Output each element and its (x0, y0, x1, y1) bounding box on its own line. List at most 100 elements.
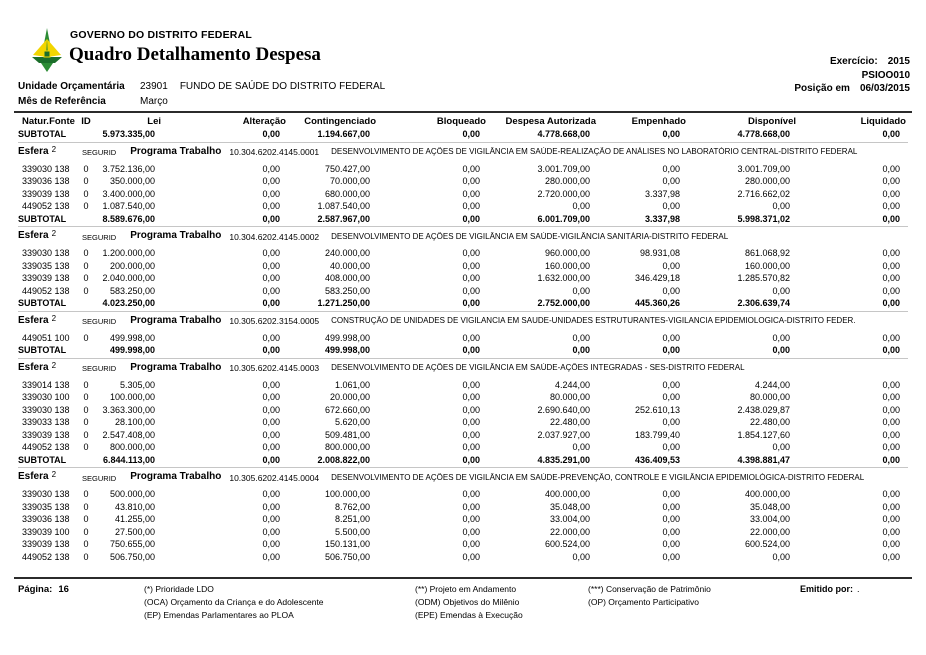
esfera-value: 2 (51, 229, 57, 238)
cell-alteracao: 0,00 (262, 379, 280, 390)
cell-despesa-autorizada: 4.778.668,00 (537, 129, 590, 139)
cell-contingenciado: 583.250,00 (324, 285, 370, 296)
cell-liquidado: 0,00 (882, 213, 900, 224)
cell-lei: 506.750,00 (109, 551, 155, 562)
cell-despesa-autorizada: 6.001.709,00 (537, 213, 590, 224)
cell-despesa-autorizada: 3.001.709,00 (537, 163, 590, 174)
cell-id: 0 (83, 442, 89, 452)
esfera-value: 2 (51, 470, 57, 479)
report-info: Unidade Orçamentária 23901 FUNDO DE SAÚDE … (18, 79, 385, 109)
subtotal-label: SUBTOTAL (18, 129, 67, 139)
cell-liquidado: 0,00 (882, 442, 900, 452)
programa-trabalho-descricao: DESENVOLVIMENTO DE AÇÕES DE VIGILÂNCIA E… (331, 472, 865, 482)
cell-liquidado: 0,00 (882, 285, 900, 296)
cell-empenhado: 0,00 (662, 129, 680, 139)
cell-despesa-autorizada: 280.000,00 (544, 176, 590, 186)
cell-empenhado: 0,00 (662, 526, 680, 537)
cell-despesa-autorizada: 0,00 (572, 442, 590, 452)
esfera-label: Esfera (18, 230, 49, 241)
cell-bloqueado: 0,00 (462, 429, 480, 440)
cell-lei: 800.000,00 (109, 442, 155, 452)
cell-natureza: 339036 (22, 514, 53, 524)
cell-lei: 27.500,00 (114, 526, 155, 537)
posicao-value: 06/03/2015 (859, 83, 910, 94)
cell-natureza: 449052 (22, 201, 53, 211)
cell-natureza: 339039 (22, 526, 53, 537)
cell-disponivel: 2.716.662,02 (737, 188, 790, 199)
programa-trabalho-code: 10.305.6202.4145.0003 (229, 363, 320, 373)
cell-despesa-autorizada: 960.000,00 (544, 248, 590, 258)
cell-lei: 583.250,00 (109, 285, 155, 296)
cell-disponivel: 4.398.881,47 (737, 454, 790, 465)
col-header-bloqueado: Bloqueado (436, 116, 486, 127)
legend-item: (EP) Emendas Parlamentares ao PLOA (144, 610, 294, 620)
table-row: 449052 138 0 506.750,00 0,00 506.750,00 0,00 0,… (18, 551, 908, 564)
footer-divider (14, 577, 912, 579)
table-row: 449052 138 0 800.000,00 0,00 800.000,00 0,00 0,… (18, 441, 908, 454)
cell-bloqueado: 0,00 (462, 526, 480, 537)
cell-alteracao: 0,00 (262, 260, 280, 271)
esfera-label: Esfera (18, 471, 49, 482)
cell-id: 0 (83, 417, 89, 427)
cell-bloqueado: 0,00 (462, 260, 480, 271)
report-title: Quadro Detalhamento Despesa (69, 44, 321, 65)
cell-bloqueado: 0,00 (462, 417, 480, 427)
cell-contingenciado: 499.998,00 (324, 332, 370, 343)
cell-natureza: 339030 (22, 489, 53, 499)
cell-disponivel: 1.854.127,60 (737, 429, 790, 440)
cell-despesa-autorizada: 33.004,00 (549, 514, 590, 524)
cell-alteracao: 0,00 (262, 345, 280, 355)
cell-empenhado: 346.429,18 (634, 273, 680, 283)
legend-column-2: (**) Projeto em Andamento (ODM) Objetivos… (415, 583, 523, 622)
cell-alteracao: 0,00 (262, 417, 280, 427)
cell-empenhado: 0,00 (662, 501, 680, 512)
table-row: 339030 138 0 1.200.000,00 0,00 240.000,00 0,00… (18, 247, 908, 260)
seguridade-label: SEGURID (82, 473, 117, 483)
cell-alteracao: 0,00 (262, 188, 280, 199)
programa-trabalho-label: Programa Trabalho (130, 314, 222, 326)
cell-fonte: 138 (54, 273, 70, 283)
programa-trabalho-label: Programa Trabalho (130, 361, 222, 373)
cell-contingenciado: 40.000,00 (329, 260, 370, 271)
cell-empenhado: 3.337,98 (644, 213, 680, 224)
cell-bloqueado: 0,00 (462, 285, 480, 296)
cell-disponivel: 400.000,00 (744, 489, 790, 499)
subtotal-label: SUBTOTAL (18, 345, 67, 355)
cell-fonte: 138 (54, 379, 70, 390)
cell-natureza: 339035 (22, 260, 53, 271)
cell-bloqueado: 0,00 (462, 345, 480, 355)
exercicio-label: Exercício: (829, 56, 878, 67)
cell-despesa-autorizada: 600.524,00 (544, 539, 590, 549)
cell-lei: 3.752.136,00 (102, 163, 155, 174)
cell-contingenciado: 150.131,00 (324, 539, 370, 549)
cell-fonte: 138 (54, 539, 70, 549)
table-row: 339035 138 0 200.000,00 0,00 40.000,00 0,00 160… (18, 260, 908, 273)
cell-id: 0 (83, 526, 89, 537)
col-header-contingenciado: Contingenciado (304, 116, 376, 127)
cell-empenhado: 0,00 (662, 514, 680, 524)
table-row: 339039 138 0 2.547.408,00 0,00 509.481,00 0,00… (18, 429, 908, 442)
cell-bloqueado: 0,00 (462, 298, 480, 308)
subtotal-row: SUBTOTAL 4.023.250,00 0,00 1.271.250,00 0,00… (18, 297, 908, 312)
cell-contingenciado: 8.762,00 (334, 501, 370, 512)
col-header-empenhado: Empenhado (631, 116, 686, 127)
programa-trabalho-descricao: DESENVOLVIMENTO DE AÇÕES DE VIGILÂNCIA E… (331, 231, 729, 241)
cell-lei: 350.000,00 (109, 176, 155, 186)
cell-liquidado: 0,00 (882, 188, 900, 199)
cell-bloqueado: 0,00 (462, 379, 480, 390)
cell-natureza: 339039 (22, 273, 53, 283)
cell-contingenciado: 70.000,00 (329, 176, 370, 186)
cell-bloqueado: 0,00 (462, 213, 480, 224)
cell-lei: 43.810,00 (114, 501, 155, 512)
pagina-value: 16 (58, 584, 69, 595)
cell-fonte: 138 (54, 417, 70, 427)
cell-lei: 28.100,00 (114, 417, 155, 427)
cell-liquidado: 0,00 (882, 454, 900, 465)
table-row: 339039 138 0 3.400.000,00 0,00 680.000,00 0,00… (18, 188, 908, 201)
cell-contingenciado: 240.000,00 (324, 248, 370, 258)
cell-id: 0 (83, 273, 89, 283)
cell-empenhado: 436.409,53 (634, 454, 680, 465)
cell-despesa-autorizada: 2.720.000,00 (537, 188, 590, 199)
programa-trabalho-code: 10.304.6202.4145.0002 (229, 231, 320, 242)
cell-lei: 1.200.000,00 (102, 248, 155, 258)
